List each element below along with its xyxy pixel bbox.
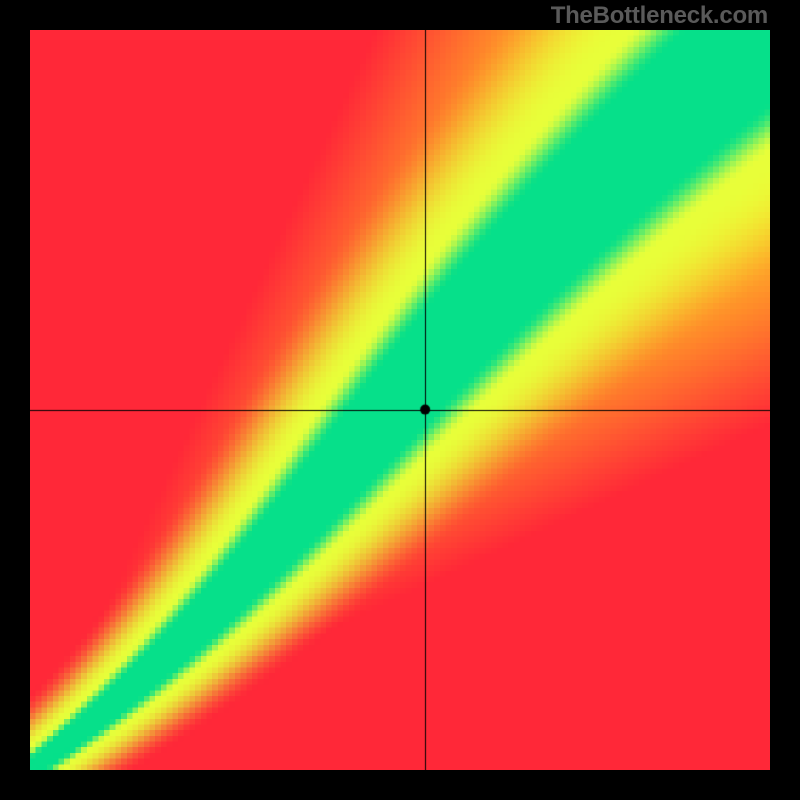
- chart-container: TheBottleneck.com: [0, 0, 800, 800]
- watermark-text: TheBottleneck.com: [551, 2, 768, 30]
- bottleneck-heatmap: [30, 30, 770, 770]
